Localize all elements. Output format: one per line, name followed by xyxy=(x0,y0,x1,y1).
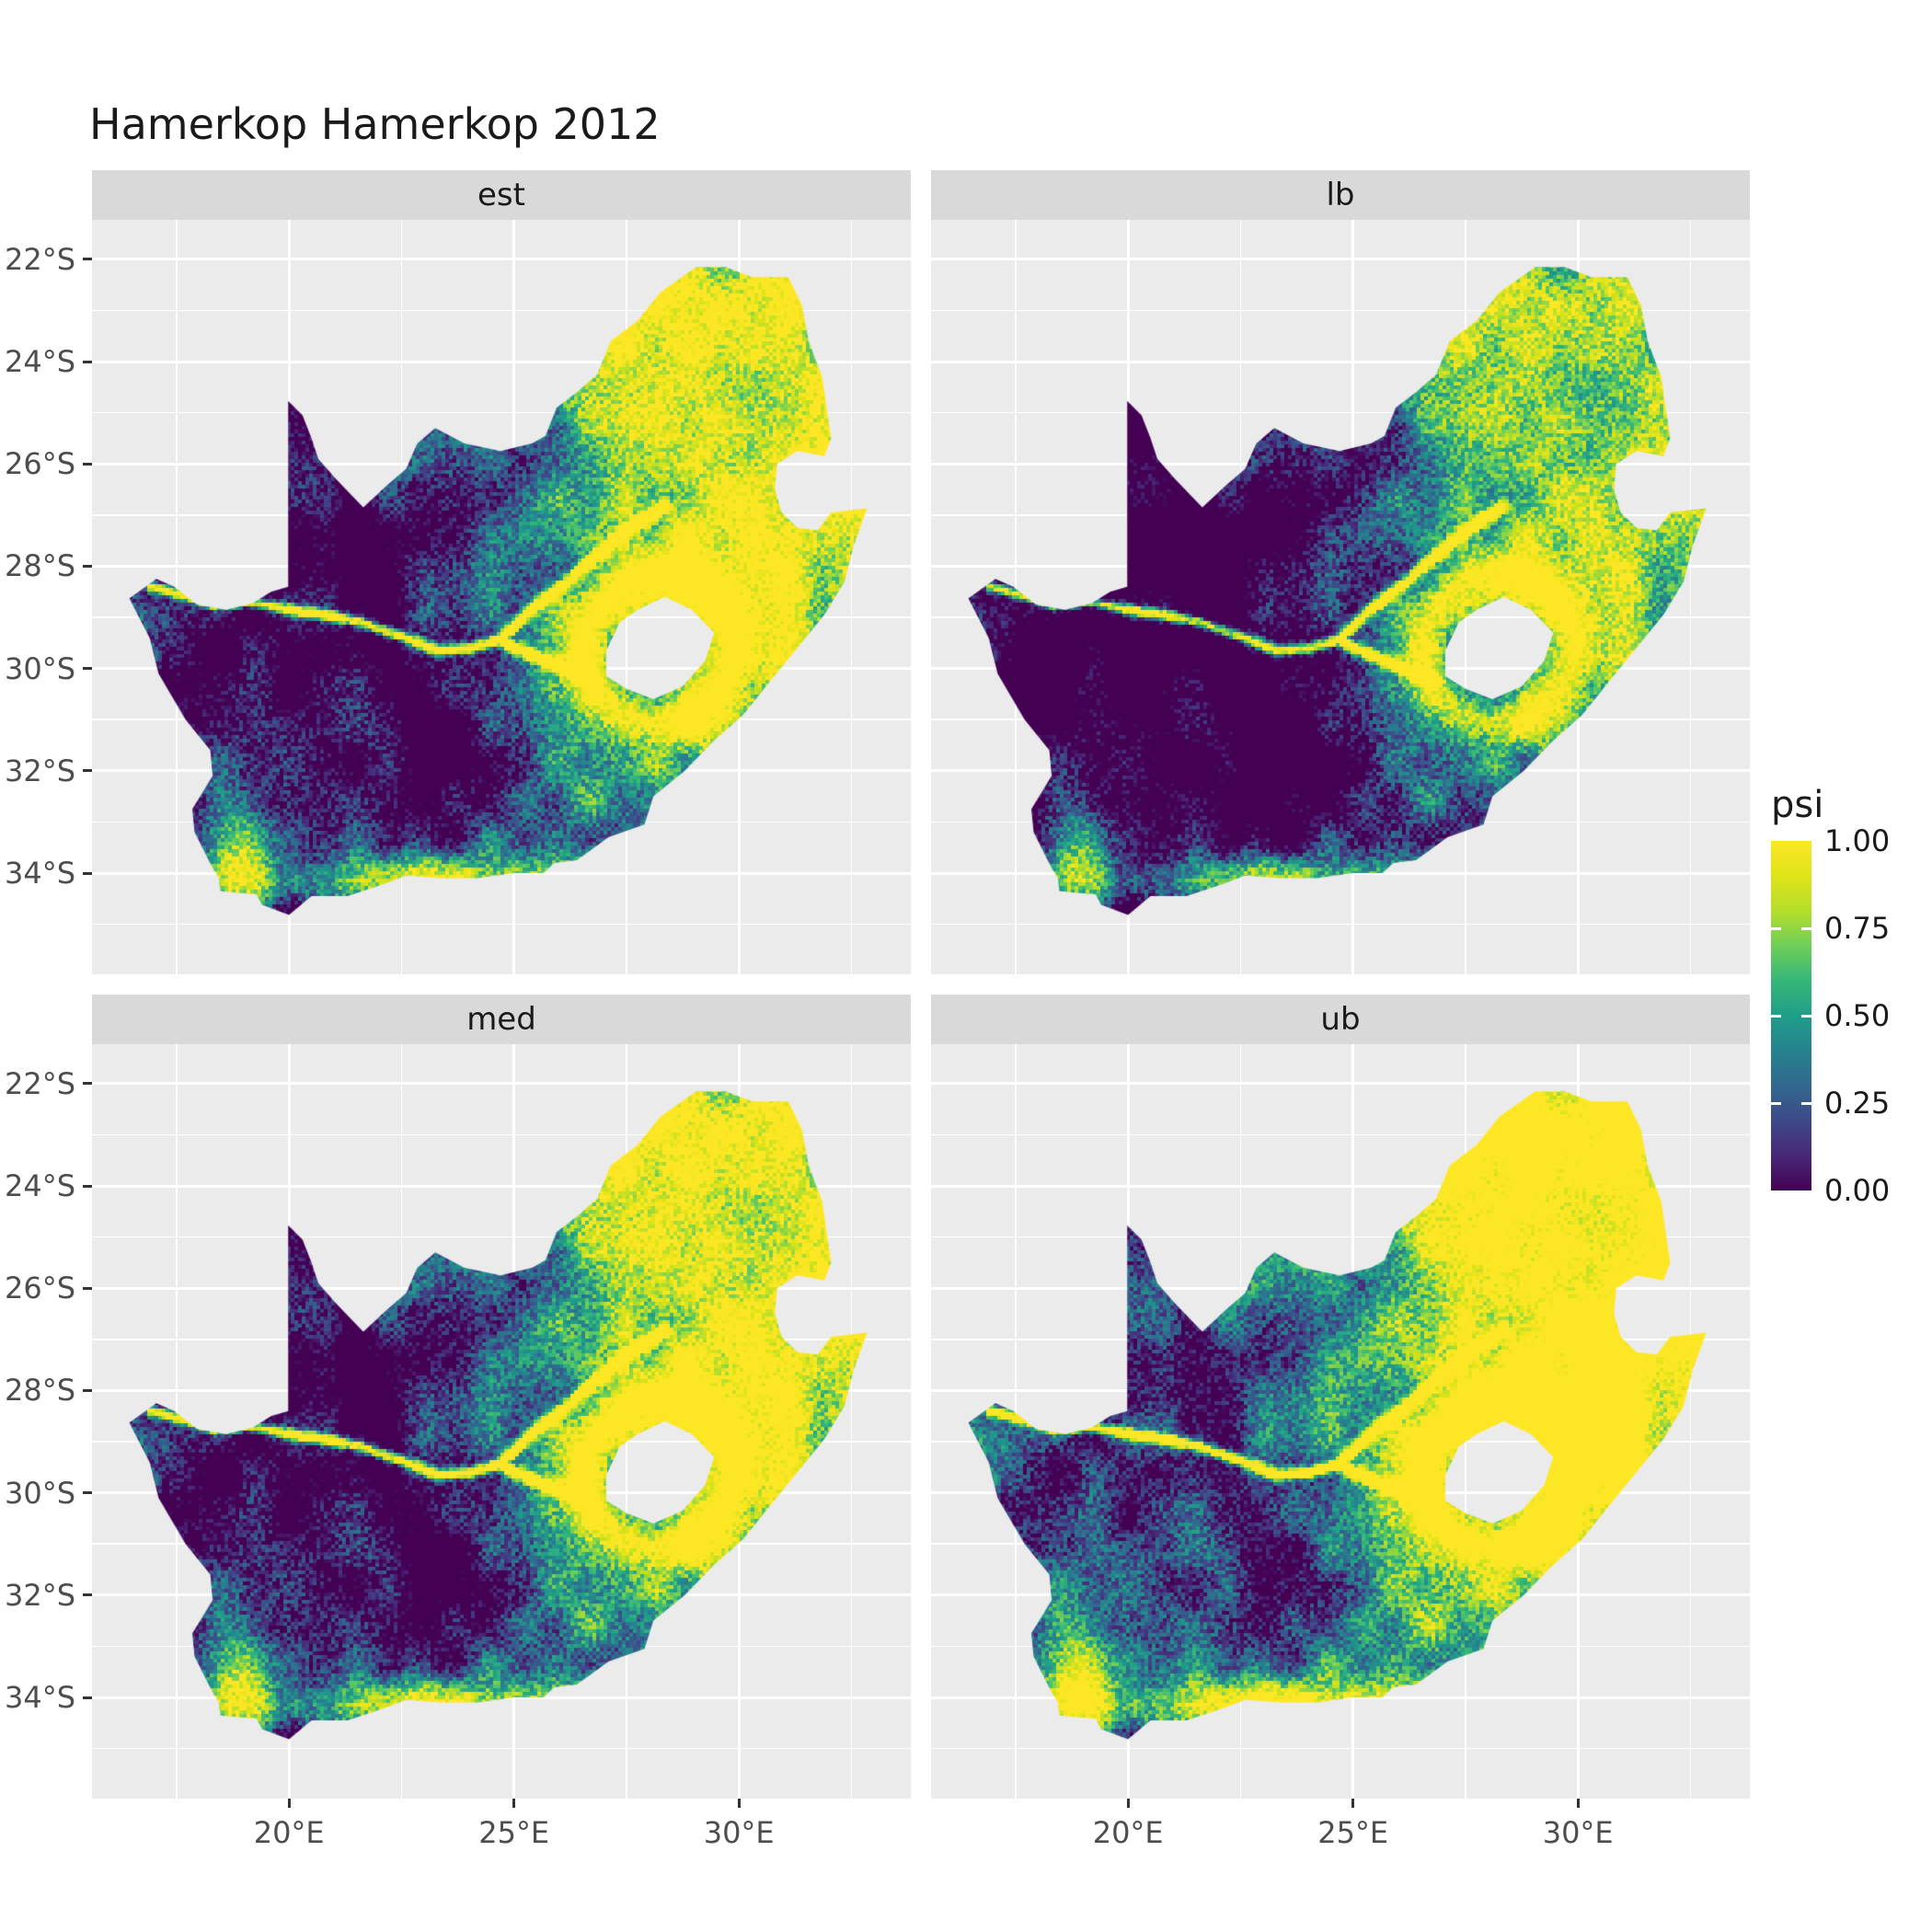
y-axis-label: 22°S xyxy=(4,1065,75,1101)
x-axis-label: 25°E xyxy=(1317,1815,1389,1850)
y-axis-tick xyxy=(83,360,92,363)
x-axis-tick xyxy=(737,1799,741,1808)
legend-tick-mark xyxy=(1801,1101,1811,1105)
y-axis-label: 32°S xyxy=(4,753,75,788)
facet-strip-med: med xyxy=(92,995,911,1044)
legend-tick-mark xyxy=(1801,926,1811,930)
y-axis-tick xyxy=(83,1593,92,1597)
legend-tick-mark xyxy=(1771,1014,1781,1018)
x-axis-tick xyxy=(1576,1799,1580,1808)
x-axis-label: 30°E xyxy=(1542,1815,1614,1850)
facet-panel-lb xyxy=(931,220,1750,974)
y-axis-label: 32°S xyxy=(4,1577,75,1613)
facet-strip-lb: lb xyxy=(931,170,1750,220)
legend-tick-mark xyxy=(1771,926,1781,930)
x-axis-label: 20°E xyxy=(253,1815,325,1850)
x-axis-tick xyxy=(1351,1799,1355,1808)
legend-title: psi xyxy=(1771,784,1824,826)
map-ub xyxy=(931,1044,1750,1799)
map-est xyxy=(92,220,911,974)
y-axis-label: 34°S xyxy=(4,856,75,891)
y-axis-label: 28°S xyxy=(4,1373,75,1409)
y-axis-label: 28°S xyxy=(4,548,75,584)
x-axis-label: 30°E xyxy=(703,1815,775,1850)
facet-strip-label-ub: ub xyxy=(1320,1001,1361,1038)
facet-strip-est: est xyxy=(92,170,911,220)
x-axis-tick xyxy=(1126,1799,1130,1808)
y-axis-tick xyxy=(83,564,92,568)
legend-tick-label: 0.50 xyxy=(1824,998,1891,1033)
facet-panel-med xyxy=(92,1044,911,1799)
x-axis-label: 25°E xyxy=(478,1815,550,1850)
y-axis-tick xyxy=(83,871,92,875)
y-axis-tick xyxy=(83,258,92,261)
legend-tick-label: 0.25 xyxy=(1824,1086,1891,1121)
plot-title: Hamerkop Hamerkop 2012 xyxy=(89,99,661,149)
y-axis-tick xyxy=(83,1184,92,1188)
y-axis-label: 22°S xyxy=(4,241,75,277)
y-axis-label: 24°S xyxy=(4,1168,75,1203)
legend-colorbar-wrap: 1.00 0.75 0.50 0.25 0.00 xyxy=(1771,823,1890,1208)
legend-tick-mark xyxy=(1801,1014,1811,1018)
y-axis-label: 26°S xyxy=(4,1271,75,1306)
x-axis-tick xyxy=(512,1799,516,1808)
y-axis-tick xyxy=(83,462,92,466)
y-axis-tick xyxy=(83,1388,92,1392)
legend-tick-label: 0.00 xyxy=(1824,1173,1891,1208)
y-axis-label: 24°S xyxy=(4,344,75,379)
map-lb xyxy=(931,220,1750,974)
legend-tick-mark xyxy=(1771,1101,1781,1105)
facet-strip-label-med: med xyxy=(466,1001,536,1038)
y-axis-tick xyxy=(83,1286,92,1290)
facet-strip-label-est: est xyxy=(477,177,525,213)
legend-tick-label: 1.00 xyxy=(1824,823,1891,858)
facet-panel-est xyxy=(92,220,911,974)
map-med xyxy=(92,1044,911,1799)
facet-panel-ub xyxy=(931,1044,1750,1799)
y-axis-tick xyxy=(83,1491,92,1495)
y-axis-label: 34°S xyxy=(4,1680,75,1715)
y-axis-label: 30°S xyxy=(4,1475,75,1511)
y-axis-tick xyxy=(83,769,92,773)
y-axis-tick xyxy=(83,667,92,671)
y-axis-tick xyxy=(83,1696,92,1699)
x-axis-label: 20°E xyxy=(1092,1815,1164,1850)
x-axis-tick xyxy=(287,1799,291,1808)
y-axis-label: 26°S xyxy=(4,446,75,482)
legend: psi 1.00 0.75 0.50 0.25 0.00 xyxy=(1771,784,1932,1208)
y-axis-tick xyxy=(83,1082,92,1086)
y-axis-label: 30°S xyxy=(4,650,75,686)
legend-tick-label: 0.75 xyxy=(1824,911,1891,946)
facet-strip-label-lb: lb xyxy=(1326,177,1355,213)
facet-strip-ub: ub xyxy=(931,995,1750,1044)
